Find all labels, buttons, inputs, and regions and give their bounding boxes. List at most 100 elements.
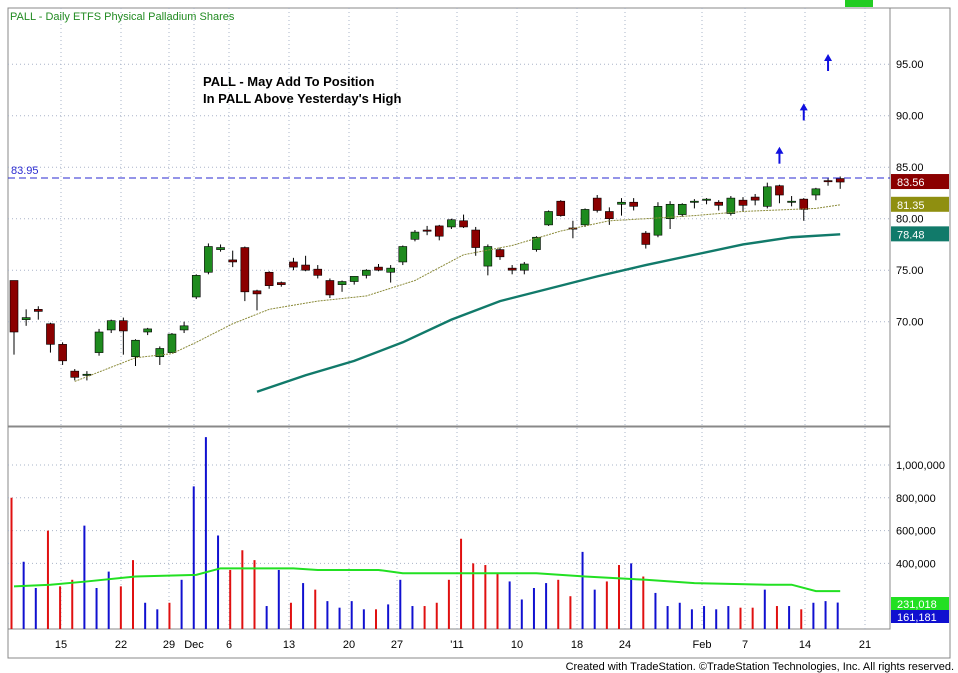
date-tick-label: 14 (799, 639, 811, 651)
volume-tick-label: 1,000,000 (896, 460, 945, 472)
candle-body (544, 211, 553, 226)
candle-body (605, 211, 614, 220)
candle-body (726, 197, 736, 214)
candle-body (422, 229, 432, 232)
candle-body (690, 200, 699, 203)
candle-body (823, 180, 833, 183)
candle-body (228, 259, 237, 263)
candle-body (106, 320, 116, 331)
candle-body (702, 198, 711, 201)
candle-body (70, 370, 80, 378)
up-arrow-head (775, 146, 784, 154)
candle-body (362, 269, 371, 276)
price-tick-label: 85.00 (896, 162, 924, 174)
date-tick-label: 27 (391, 639, 403, 651)
date-tick-label: 21 (859, 639, 871, 651)
candle-body (349, 276, 359, 282)
annotation-line-2: In PALL Above Yesterday's High (203, 91, 401, 106)
candle-body (617, 201, 626, 205)
volume-flag-label: 161,181 (897, 612, 937, 624)
candle-body (738, 199, 748, 206)
volume-bars (10, 437, 839, 629)
candle-body (94, 331, 104, 353)
candle-body (21, 317, 31, 320)
annotation-line-1: PALL - May Add To Position (203, 74, 374, 89)
chart-title: PALL - Daily ETFS Physical Palladium Sha… (10, 11, 235, 23)
candle-body (471, 229, 481, 248)
candle-body (483, 246, 493, 267)
candle-body (131, 339, 140, 358)
price-tick-label: 80.00 (896, 214, 924, 226)
date-tick-label: Dec (184, 639, 204, 651)
price-flag (891, 174, 949, 190)
price-flag (891, 226, 949, 242)
candle-body (665, 203, 675, 219)
volume-average-line (13, 567, 841, 593)
date-tick-label: 24 (619, 639, 631, 651)
candle-body (641, 232, 651, 245)
price-tick-label: 90.00 (896, 111, 924, 123)
candle-body (677, 203, 687, 215)
candle-body (495, 249, 505, 258)
candle-body (507, 267, 517, 271)
price-flag-label: 81.35 (897, 200, 925, 212)
volume-flag-label: 231,018 (897, 599, 937, 611)
indicator-lines (13, 204, 841, 593)
status-indicator[interactable] (845, 0, 873, 7)
volume-flag (891, 610, 949, 623)
date-tick-label: 7 (742, 639, 748, 651)
price-flag-label: 78.48 (897, 229, 925, 241)
date-tick-label: 6 (226, 639, 232, 651)
candles (9, 176, 845, 381)
annotation-marks (8, 53, 890, 179)
candle-body (240, 247, 250, 293)
date-tick-label: '11 (450, 639, 464, 651)
candle-body (714, 201, 724, 206)
volume-flag (891, 597, 949, 610)
date-tick-label: 22 (115, 639, 127, 651)
candle-body (325, 280, 335, 296)
candle-body (204, 246, 213, 273)
candle-body (410, 231, 420, 240)
candle-body (629, 201, 638, 207)
candle-body (556, 200, 566, 216)
candle-body (762, 186, 772, 207)
candle-body (119, 320, 128, 332)
candle-body (750, 196, 760, 201)
candle-body (337, 281, 347, 285)
chart-frame (7, 7, 951, 659)
date-tick-label: 20 (343, 639, 355, 651)
volume-tick-label: 800,000 (896, 493, 936, 505)
candle-body (252, 290, 262, 295)
candle-body (276, 282, 286, 285)
candle-body (58, 344, 67, 362)
candle-body (811, 188, 821, 196)
date-tick-label: 15 (55, 639, 67, 651)
candle-body (434, 225, 444, 237)
price-tick-label: 75.00 (896, 265, 924, 277)
fast-moving-average (74, 204, 841, 382)
candle-body (799, 198, 809, 210)
candle-body (46, 323, 55, 345)
candle-body (155, 348, 165, 358)
axis-labels: 70.00 75.00 80.00 85.00 90.00 95.00 400,000 600… (11, 59, 949, 651)
candle-body (167, 333, 177, 353)
candle-body (313, 268, 323, 276)
price-tick-label: 70.00 (896, 317, 924, 329)
price-flag-label: 83.56 (897, 177, 925, 189)
candle-body (9, 280, 19, 333)
candle-body (82, 373, 92, 376)
candle-body (775, 185, 784, 196)
price-flag (891, 196, 949, 212)
slow-moving-average (256, 233, 841, 393)
candle-body (143, 328, 152, 333)
candle-body (580, 209, 590, 226)
candle-body (264, 271, 274, 286)
up-arrow-head (799, 103, 808, 111)
date-tick-label: 18 (571, 639, 583, 651)
candle-body (447, 219, 456, 228)
candle-body (653, 206, 663, 236)
candle-body (519, 263, 529, 271)
